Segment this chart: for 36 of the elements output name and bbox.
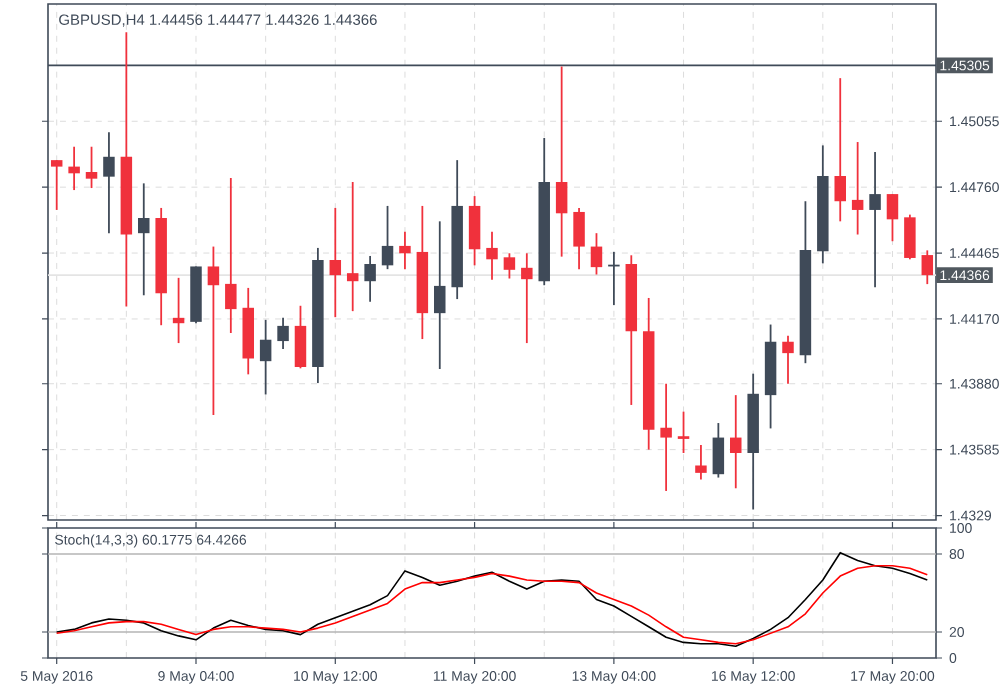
candlestick [381,205,394,271]
candlestick [68,145,80,191]
candlestick [346,181,359,313]
candlestick [921,249,934,286]
candlestick [225,177,237,334]
candlestick [555,65,568,258]
candlestick [138,182,150,297]
candlestick [468,195,481,267]
candlestick [851,141,864,236]
candlestick [207,245,220,416]
candlestick [677,410,690,454]
candlestick [434,220,446,370]
candlestick [85,145,98,189]
candlestick [329,207,342,319]
candlestick [730,394,742,490]
candlestick [486,230,498,281]
candlestick [660,382,672,492]
candlestick [782,334,794,385]
candlestick [869,151,881,289]
candlestick [904,213,916,261]
candlestick [886,193,899,243]
candlestick [712,422,725,479]
candlestick [503,252,516,280]
candlestick [695,444,707,481]
candlestick [834,77,846,223]
candlestick [399,230,411,271]
candlestick [573,207,585,271]
candlestick [277,316,289,351]
candlestick [103,131,115,235]
line-series [55,551,929,648]
candlestick [364,255,376,303]
candlestick [590,232,603,276]
candlestick [259,318,272,396]
candlestick [50,159,63,211]
candlestick [294,304,307,370]
candlestick [521,252,533,344]
